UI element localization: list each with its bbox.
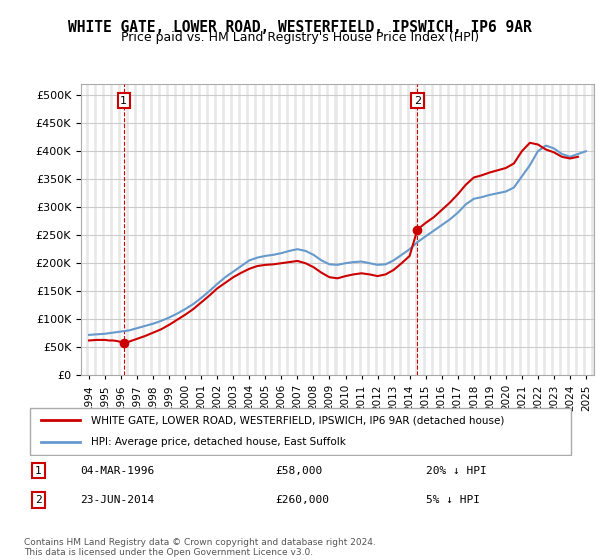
Bar (498, 84, 502, 375)
Bar (482, 84, 486, 375)
Bar (578, 84, 582, 375)
Bar (177, 84, 181, 375)
Bar (105, 84, 109, 375)
Bar (113, 84, 117, 375)
Bar (217, 84, 221, 375)
Bar (201, 84, 205, 375)
Bar (370, 84, 374, 375)
Bar (450, 84, 454, 375)
Text: Price paid vs. HM Land Registry's House Price Index (HPI): Price paid vs. HM Land Registry's House … (121, 31, 479, 44)
Text: 04-MAR-1996: 04-MAR-1996 (80, 465, 154, 475)
Bar (121, 84, 125, 375)
Bar (466, 84, 470, 375)
Bar (322, 84, 325, 375)
Bar (305, 84, 310, 375)
Text: 2: 2 (35, 495, 42, 505)
Bar (458, 84, 462, 375)
Bar (129, 84, 133, 375)
Bar (274, 84, 277, 375)
Bar (153, 84, 157, 375)
Text: HPI: Average price, detached house, East Suffolk: HPI: Average price, detached house, East… (91, 437, 346, 447)
Text: 20% ↓ HPI: 20% ↓ HPI (426, 465, 487, 475)
Bar (281, 84, 286, 375)
Bar (233, 84, 238, 375)
Bar (418, 84, 422, 375)
Text: 1: 1 (121, 96, 127, 106)
Bar (442, 84, 446, 375)
Bar (401, 84, 406, 375)
Bar (570, 84, 574, 375)
Bar (97, 84, 101, 375)
Bar (289, 84, 293, 375)
Bar (298, 84, 301, 375)
Bar (377, 84, 382, 375)
Text: 23-JUN-2014: 23-JUN-2014 (80, 495, 154, 505)
Text: Contains HM Land Registry data © Crown copyright and database right 2024.
This d: Contains HM Land Registry data © Crown c… (24, 538, 376, 557)
Bar (538, 84, 542, 375)
Bar (394, 84, 398, 375)
Text: 2: 2 (414, 96, 421, 106)
Bar (265, 84, 269, 375)
Bar (137, 84, 141, 375)
Text: WHITE GATE, LOWER ROAD, WESTERFIELD, IPSWICH, IP6 9AR: WHITE GATE, LOWER ROAD, WESTERFIELD, IPS… (68, 20, 532, 35)
Text: 5% ↓ HPI: 5% ↓ HPI (426, 495, 480, 505)
Bar (530, 84, 534, 375)
Bar (250, 84, 253, 375)
Bar (434, 84, 437, 375)
Bar (89, 84, 93, 375)
Bar (241, 84, 245, 375)
Bar (474, 84, 478, 375)
Bar (586, 84, 590, 375)
Bar (490, 84, 494, 375)
Bar (425, 84, 430, 375)
Bar (169, 84, 173, 375)
Bar (362, 84, 365, 375)
Bar (337, 84, 341, 375)
Bar (145, 84, 149, 375)
Text: WHITE GATE, LOWER ROAD, WESTERFIELD, IPSWICH, IP6 9AR (detached house): WHITE GATE, LOWER ROAD, WESTERFIELD, IPS… (91, 415, 505, 425)
Bar (522, 84, 526, 375)
Bar (506, 84, 510, 375)
Bar (225, 84, 229, 375)
Bar (329, 84, 334, 375)
Bar (81, 84, 85, 375)
Bar (386, 84, 389, 375)
Bar (353, 84, 358, 375)
Bar (346, 84, 350, 375)
Bar (514, 84, 518, 375)
Bar (209, 84, 213, 375)
Bar (257, 84, 262, 375)
Bar (554, 84, 558, 375)
Bar (185, 84, 189, 375)
Bar (546, 84, 550, 375)
Text: £260,000: £260,000 (275, 495, 329, 505)
Bar (193, 84, 197, 375)
Bar (161, 84, 165, 375)
Bar (562, 84, 566, 375)
Text: 1: 1 (35, 465, 42, 475)
Bar (313, 84, 317, 375)
Bar (410, 84, 413, 375)
FancyBboxPatch shape (29, 408, 571, 455)
Text: £58,000: £58,000 (275, 465, 322, 475)
